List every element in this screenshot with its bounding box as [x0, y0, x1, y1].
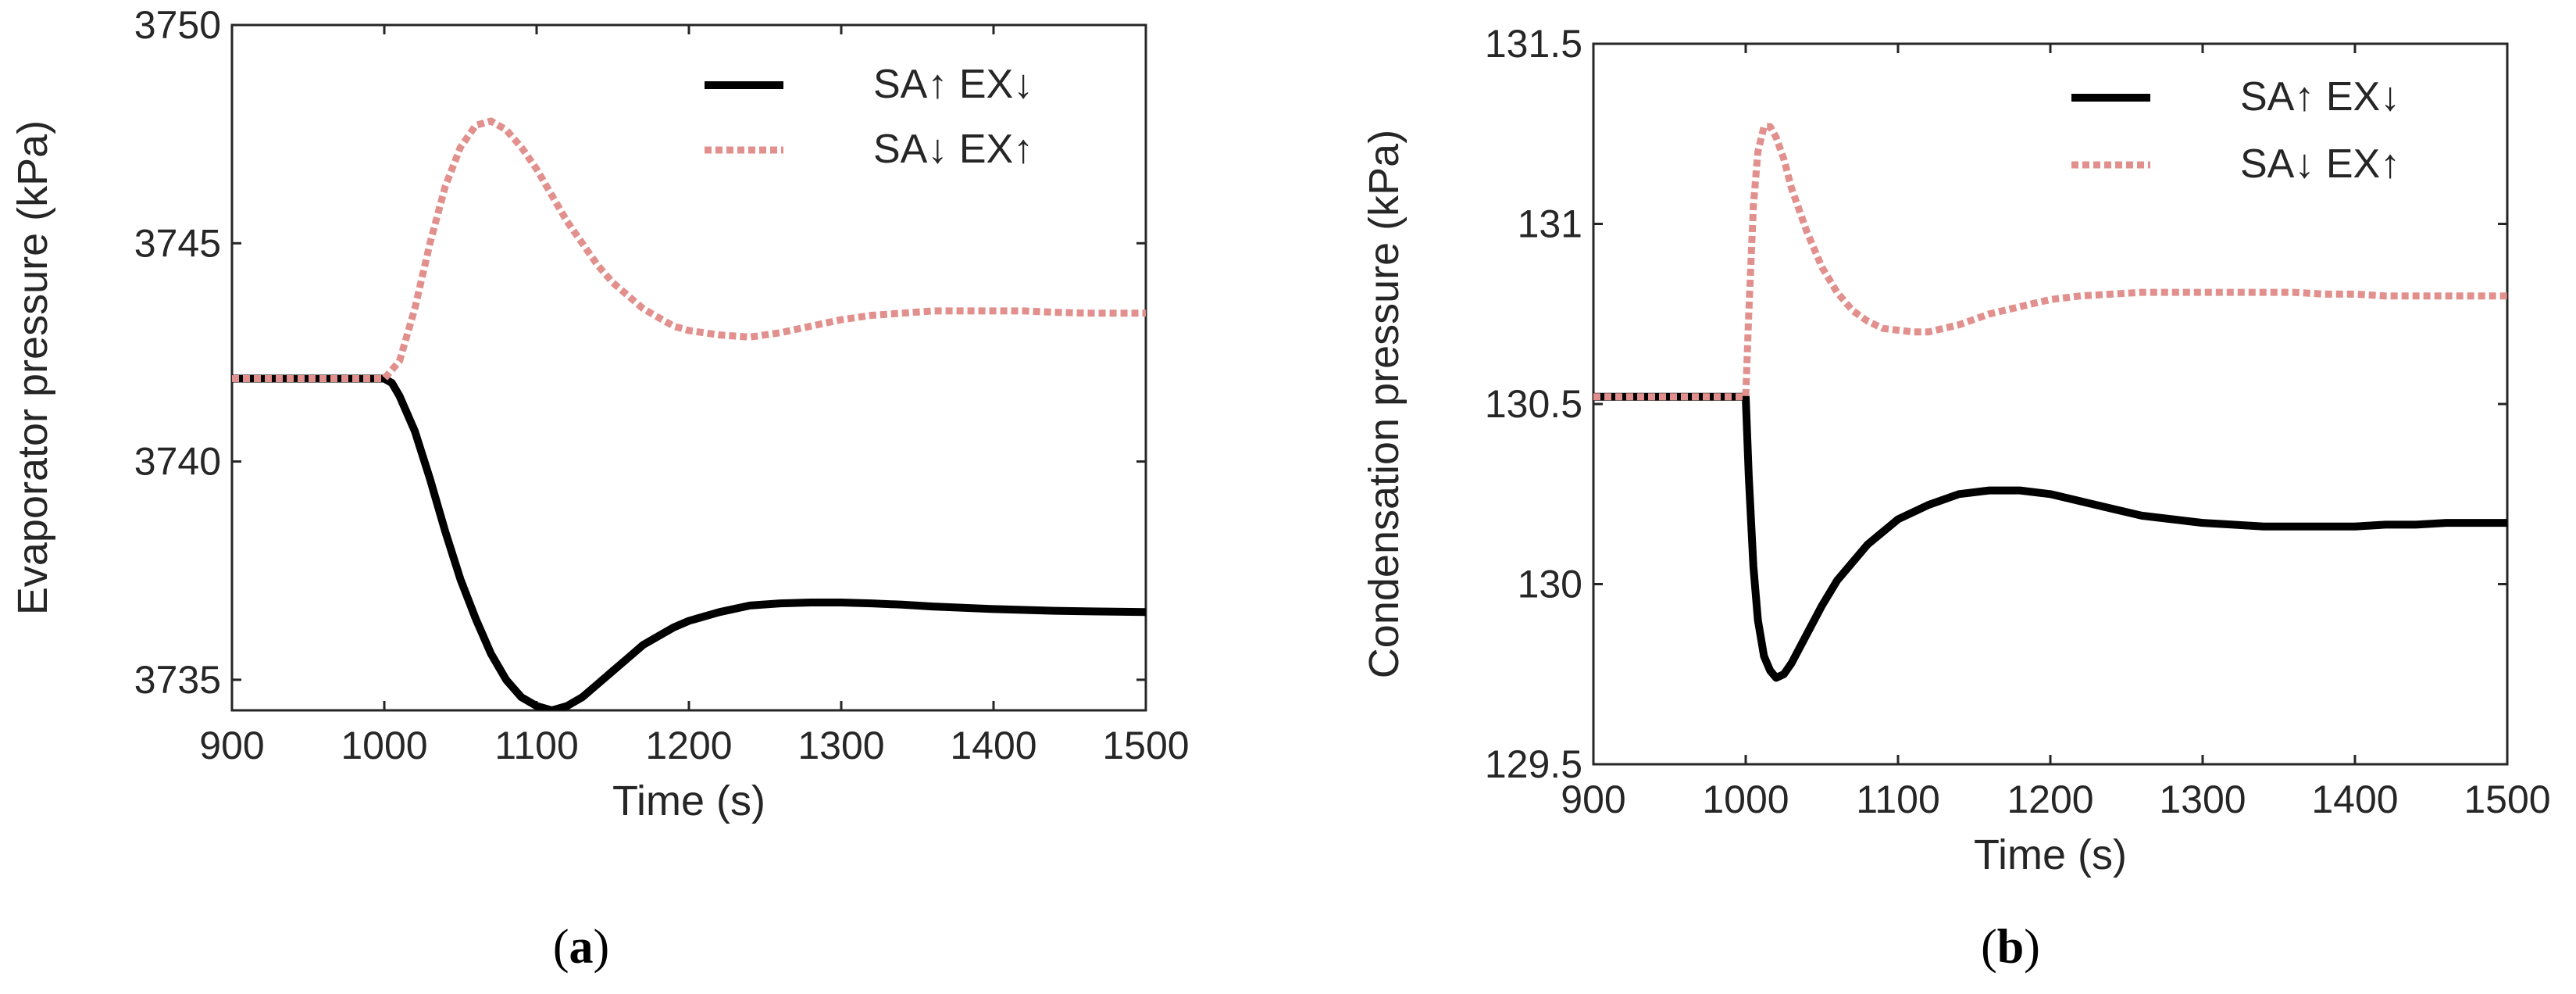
x-tick-label: 1100 [494, 724, 579, 767]
legend-label-sa-up-ex-down: SA↑ EX↓ [2240, 74, 2400, 120]
y-tick-label: 3745 [134, 221, 221, 265]
caption-paren-open: ( [1981, 921, 1997, 974]
chart-panel-a: 900 1000 1100 1200 1300 1400 1500 3735 3740 3745 3… [9, 3, 1190, 974]
caption-paren-open: ( [553, 921, 569, 974]
y-tick-label: 3750 [134, 3, 221, 47]
x-tick-label: 1400 [950, 724, 1036, 767]
x-tick-label: 1300 [2159, 778, 2246, 821]
panel-caption: (a) [553, 921, 609, 974]
x-tick-label: 1300 [797, 724, 884, 767]
y-tick-label: 131 [1518, 202, 1582, 246]
caption-paren-close: ) [2024, 921, 2040, 974]
x-tick-label: 1400 [2311, 778, 2398, 821]
series-line-sa-up-ex-down [232, 374, 1146, 710]
panel-caption: (b) [1981, 921, 2040, 974]
caption-letter: a [569, 921, 594, 974]
x-axis-label: Time (s) [1974, 831, 2127, 878]
caption-paren-close: ) [594, 921, 610, 974]
x-tick-label: 900 [199, 724, 264, 767]
x-tick-label: 1500 [1102, 724, 1189, 767]
y-tick-label: 129.5 [1485, 742, 1582, 786]
x-tick-label: 1200 [645, 724, 732, 767]
legend-label-sa-down-ex-up: SA↓ EX↑ [873, 127, 1033, 172]
series-line-sa-down-ex-up [232, 117, 1146, 382]
series-line-sa-up-ex-down [1593, 392, 2507, 682]
y-tick-label: 3735 [134, 658, 221, 702]
caption-letter: b [1997, 921, 2024, 974]
y-tick-label: 130 [1518, 563, 1582, 606]
x-tick-label: 1000 [1702, 778, 1789, 821]
x-tick-label: 1200 [2007, 778, 2093, 821]
legend-label-sa-up-ex-down: SA↑ EX↓ [873, 62, 1033, 107]
y-axis-label: Condensation pressure (kPa) [1361, 130, 1408, 678]
x-axis-label: Time (s) [612, 778, 765, 824]
chart-panel-b: 900 1000 1100 1200 1300 1400 1500 129.5 130 130.5… [1361, 22, 2551, 974]
x-tick-label: 1500 [2464, 778, 2550, 821]
x-tick-label: 1000 [341, 724, 427, 767]
series-line-sa-down-ex-up [1593, 123, 2507, 401]
y-tick-label: 130.5 [1485, 382, 1582, 426]
legend-label-sa-down-ex-up: SA↓ EX↑ [2240, 141, 2400, 187]
x-tick-label: 900 [1561, 778, 1625, 821]
y-axis-label: Evaporator pressure (kPa) [9, 120, 56, 615]
y-tick-label: 3740 [134, 440, 221, 484]
x-tick-label: 1100 [1856, 778, 1940, 821]
y-tick-label: 131.5 [1485, 22, 1582, 66]
